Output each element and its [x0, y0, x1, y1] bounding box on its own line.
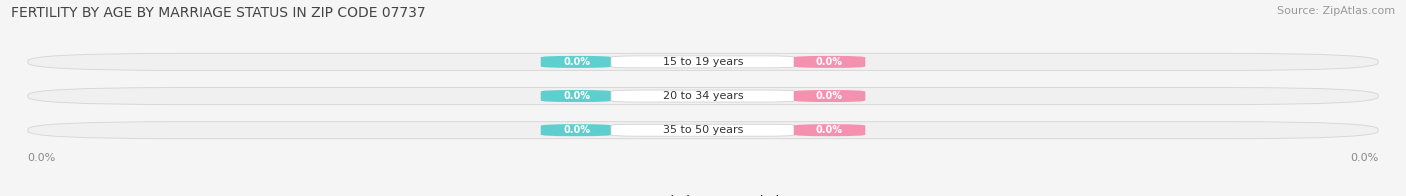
Text: 0.0%: 0.0%: [562, 91, 591, 101]
FancyBboxPatch shape: [612, 56, 794, 68]
Text: FERTILITY BY AGE BY MARRIAGE STATUS IN ZIP CODE 07737: FERTILITY BY AGE BY MARRIAGE STATUS IN Z…: [11, 6, 426, 20]
FancyBboxPatch shape: [541, 124, 612, 136]
Text: Source: ZipAtlas.com: Source: ZipAtlas.com: [1277, 6, 1395, 16]
Text: 0.0%: 0.0%: [815, 91, 844, 101]
Legend: Married, Unmarried: Married, Unmarried: [626, 195, 780, 196]
FancyBboxPatch shape: [612, 90, 794, 102]
FancyBboxPatch shape: [28, 122, 1378, 139]
Text: 0.0%: 0.0%: [815, 125, 844, 135]
FancyBboxPatch shape: [794, 124, 865, 136]
FancyBboxPatch shape: [612, 124, 794, 136]
FancyBboxPatch shape: [28, 53, 1378, 70]
Text: 20 to 34 years: 20 to 34 years: [662, 91, 744, 101]
FancyBboxPatch shape: [541, 90, 612, 102]
Text: 15 to 19 years: 15 to 19 years: [662, 57, 744, 67]
FancyBboxPatch shape: [28, 87, 1378, 105]
FancyBboxPatch shape: [794, 56, 865, 68]
Text: 0.0%: 0.0%: [815, 57, 844, 67]
Text: 35 to 50 years: 35 to 50 years: [662, 125, 744, 135]
FancyBboxPatch shape: [541, 56, 612, 68]
Text: 0.0%: 0.0%: [562, 57, 591, 67]
FancyBboxPatch shape: [794, 90, 865, 102]
Text: 0.0%: 0.0%: [562, 125, 591, 135]
